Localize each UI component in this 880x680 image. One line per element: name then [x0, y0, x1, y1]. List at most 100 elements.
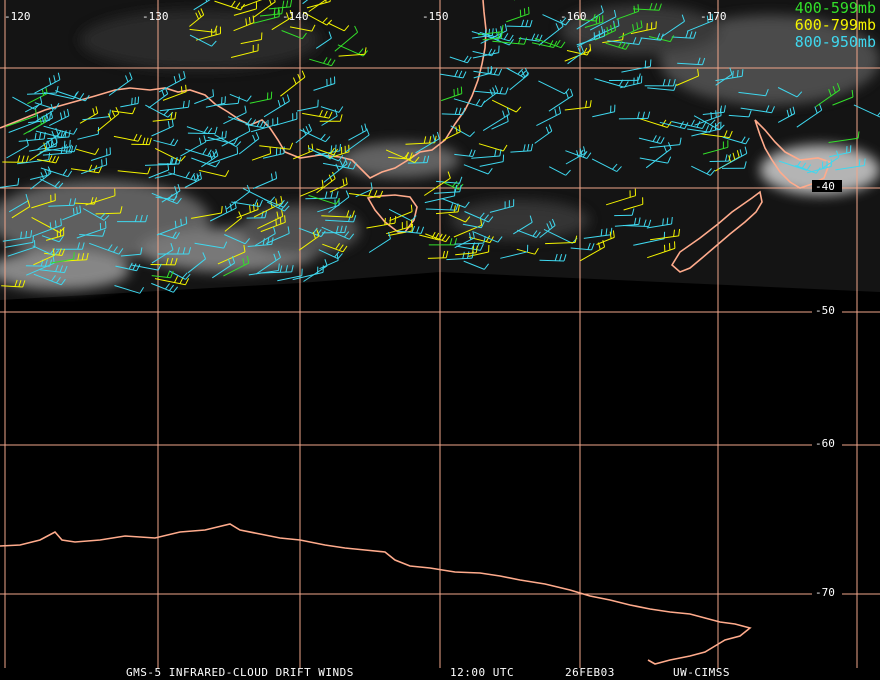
wind-barb — [230, 43, 259, 58]
wind-barb-shaft — [95, 212, 121, 215]
wind-barb-shaft — [5, 241, 33, 248]
wind-barb-feather — [597, 242, 601, 250]
wind-barb — [649, 137, 682, 149]
wind-barb-feather — [546, 223, 551, 231]
wind-barb-feather — [54, 102, 60, 110]
wind-barb-feather — [270, 173, 273, 181]
wind-barb-feather — [32, 235, 34, 243]
wind-barb — [589, 9, 617, 31]
wind-barb-feather — [245, 18, 248, 26]
wind-barb — [85, 188, 116, 206]
wind-barb-feather — [275, 171, 278, 179]
wind-barb-feather — [420, 226, 425, 234]
wind-barb-feather — [485, 235, 491, 242]
wind-barb-feather — [132, 107, 136, 114]
wind-barb-feather — [705, 125, 710, 132]
wind-barb-feather — [212, 89, 214, 97]
wind-barb-shaft — [194, 242, 224, 249]
new-zealand-south-coastline — [670, 190, 763, 273]
wind-barb-feather — [789, 108, 793, 116]
wind-barb-feather — [796, 91, 803, 98]
wind-barb — [43, 92, 78, 100]
wind-barb-feather — [745, 137, 750, 145]
wind-barb — [189, 8, 205, 27]
wind-barb — [5, 108, 37, 127]
wind-barb — [639, 156, 672, 164]
wind-barb-feather — [236, 146, 239, 154]
wind-barb-feather — [98, 166, 103, 173]
wind-barb-feather — [330, 191, 333, 199]
wind-barb-feather — [287, 226, 290, 234]
wind-barb — [478, 143, 508, 152]
wind-barb-feather — [347, 161, 352, 169]
wind-barb-feather — [86, 252, 89, 260]
wind-barb-shaft — [259, 145, 291, 150]
wind-barb-feather — [235, 141, 242, 147]
wind-barb — [539, 253, 567, 262]
wind-barb — [329, 177, 348, 193]
wind-barb-feather — [528, 6, 530, 14]
wind-barb-shaft — [198, 169, 226, 177]
wind-barb-shaft — [223, 112, 247, 125]
wind-barb-shaft — [441, 198, 466, 208]
wind-barb — [49, 108, 70, 127]
wind-barb — [6, 138, 29, 159]
wind-barb-shaft — [545, 242, 576, 245]
wind-barb-feather — [606, 26, 609, 34]
wind-barb — [570, 242, 595, 251]
wind-barb-feather — [600, 5, 604, 13]
wind-barb-feather — [20, 231, 22, 239]
wind-barb — [433, 184, 462, 194]
wind-barb — [464, 211, 494, 223]
wind-barb — [223, 255, 250, 277]
wind-barb — [150, 257, 178, 266]
wind-barb-feather — [308, 123, 313, 131]
wind-barb-feather — [81, 253, 85, 261]
wind-barb-feather — [27, 199, 31, 207]
wind-barb-shaft — [319, 259, 339, 270]
wind-barb-feather — [498, 68, 503, 76]
wind-barb — [259, 142, 294, 150]
antarctica-coastline — [0, 523, 752, 665]
wind-barb-feather — [339, 160, 344, 168]
wind-barb-feather — [499, 86, 503, 94]
wind-barb-feather — [634, 217, 637, 225]
wind-barb-feather — [231, 256, 236, 264]
wind-barb — [194, 89, 214, 105]
wind-barb-feather — [828, 89, 832, 96]
wind-barb-feather — [170, 138, 175, 146]
wind-barb-feather — [339, 114, 343, 122]
wind-barb — [251, 146, 272, 161]
wind-barb-feather — [137, 134, 142, 142]
wind-barb-feather — [185, 278, 190, 285]
wind-barb-feather — [832, 86, 836, 93]
wind-barb-feather — [264, 210, 268, 218]
wind-barb — [40, 167, 73, 178]
wind-barb-feather — [442, 250, 445, 258]
wind-barb-feather — [523, 72, 530, 79]
wind-barb-feather — [331, 59, 336, 66]
wind-barb-shaft — [300, 186, 324, 197]
wind-barb-feather — [710, 111, 712, 120]
wind-barb — [302, 11, 333, 26]
wind-barb — [584, 15, 604, 28]
wind-barb-feather — [681, 14, 685, 22]
wind-barb-feather — [131, 97, 133, 105]
wind-barb-feather — [336, 225, 339, 233]
wind-barb — [605, 188, 636, 206]
wind-barb-shaft — [193, 0, 211, 11]
wind-barb-feather — [190, 172, 195, 180]
wind-barb-feather — [715, 110, 717, 118]
wind-barb-feather — [203, 126, 209, 133]
wind-barb — [796, 103, 823, 128]
wind-barb — [319, 114, 343, 122]
wind-barb-shaft — [26, 92, 57, 95]
wind-barb — [500, 244, 529, 259]
wind-barb-feather — [273, 253, 277, 261]
wind-barb-feather — [858, 159, 861, 167]
wind-barb — [441, 86, 463, 102]
wind-barb-shaft — [305, 197, 337, 200]
wind-barb-feather — [59, 265, 64, 273]
wind-barb — [618, 20, 643, 39]
